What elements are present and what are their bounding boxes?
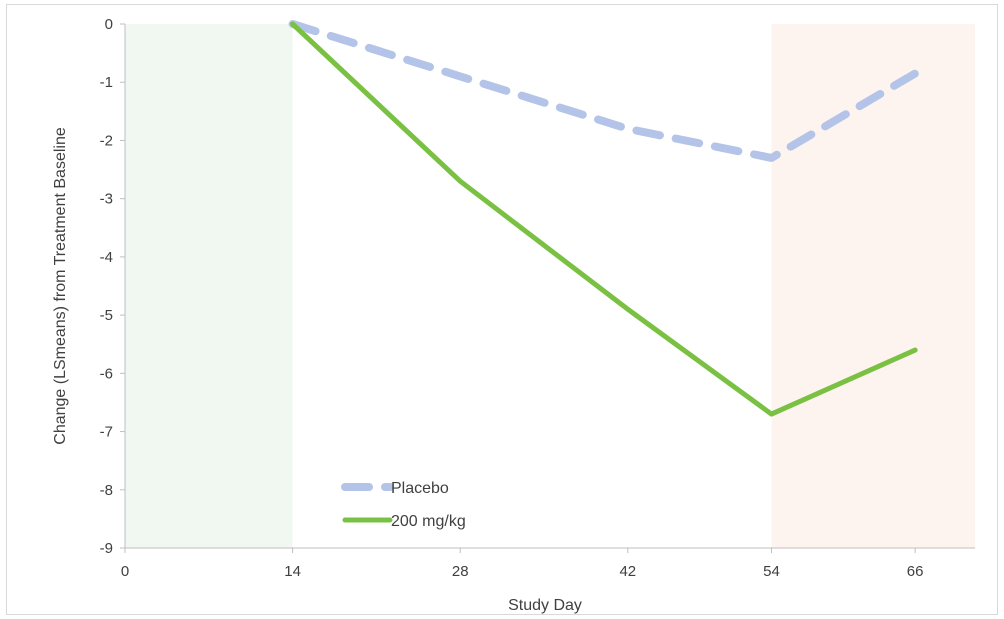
legend-label: 200 mg/kg	[391, 513, 466, 530]
series-line-treatment	[290, 21, 918, 417]
series-lines	[288, 20, 920, 417]
x-tick-label: 28	[452, 563, 469, 580]
x-tick-label: 0	[121, 563, 129, 580]
y-tick-label: -1	[100, 74, 113, 91]
y-tick-label: -8	[100, 482, 113, 499]
series-line-placebo	[288, 20, 920, 162]
shaded-region-0	[125, 24, 293, 548]
y-tick-label: 0	[105, 16, 113, 33]
y-tick-label: -2	[100, 132, 113, 149]
y-tick-label: -5	[100, 307, 113, 324]
x-tick-label: 42	[619, 563, 636, 580]
tick-labels: 0 -1 -2 -3 -4 -5 -6 -7 -8 -9 0 14 28 42 54 66	[100, 16, 924, 580]
axes	[120, 23, 975, 553]
x-tick-label: 66	[907, 563, 924, 580]
y-tick-label: -4	[100, 249, 113, 266]
y-axis-title: Change (LSmeans) from Treatment Baseline	[52, 127, 69, 445]
x-tick-label: 14	[284, 563, 301, 580]
chart-frame	[6, 4, 998, 615]
x-axis-title: Study Day	[508, 597, 582, 614]
shaded-region-1	[771, 24, 975, 548]
y-tick-label: -3	[100, 191, 113, 208]
y-tick-label: -9	[100, 540, 113, 557]
legend: Placebo 200 mg/kg	[341, 480, 466, 530]
y-tick-label: -7	[100, 424, 113, 441]
shaded-regions	[125, 24, 975, 548]
y-tick-label: -6	[100, 365, 113, 382]
x-tick-label: 54	[763, 563, 780, 580]
legend-label: Placebo	[391, 480, 449, 497]
